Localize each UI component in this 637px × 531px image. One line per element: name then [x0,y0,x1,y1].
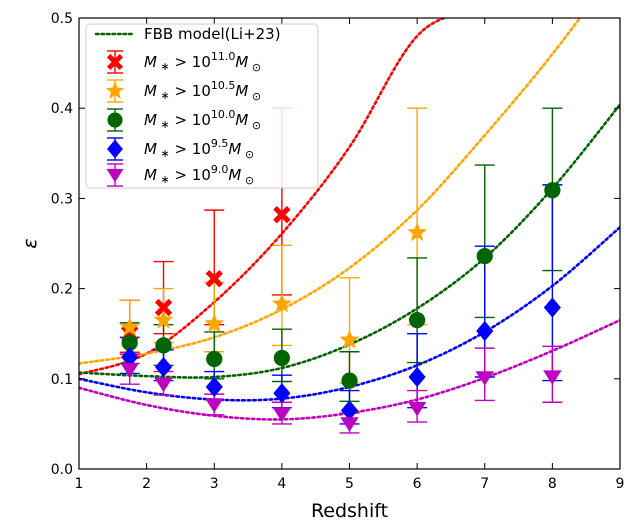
legend-marker [106,53,124,71]
model-curve-2 [79,103,620,379]
data-point [121,347,139,368]
y-tick-label: 0.2 [51,282,73,298]
data-point [121,334,138,351]
y-tick-label: 0.4 [51,101,73,117]
data-point [273,383,291,404]
x-tick-label: 3 [210,476,219,492]
data-point [271,293,292,313]
data-point [120,363,139,378]
data-point [153,309,174,329]
data-point [206,350,223,368]
x-tick-label: 2 [142,476,151,492]
legend-label: M ∗ > 1010.0M ⊙ [144,108,261,132]
model-curve-1 [79,18,582,365]
data-point [543,370,562,385]
legend-marker [107,112,123,128]
x-tick-label: 7 [480,476,489,492]
x-tick-label: 4 [277,476,286,492]
legend-label: M ∗ > 1010.5M ⊙ [144,79,261,103]
data-point [155,337,172,354]
data-point [407,222,428,242]
legend-label: M ∗ > 1011.0M ⊙ [144,50,261,74]
data-point [273,205,291,224]
data-point [339,329,360,349]
x-axis-label: Redshift [311,500,388,522]
data-markers [119,182,562,432]
legend-model-label: FBB model(Li+23) [144,25,281,43]
legend-box [85,23,319,189]
y-tick-label: 0.0 [51,462,73,478]
data-point [119,316,140,336]
data-point [154,298,173,317]
y-axis-label: ε [19,238,41,248]
data-point [340,417,359,432]
x-tick-label: 9 [616,476,625,492]
x-tick-label: 5 [345,476,354,492]
y-tick-label: 0.5 [51,11,73,27]
x-tick-label: 8 [548,476,557,492]
data-point [341,372,358,389]
legend-marker [106,168,124,183]
legend-label: M ∗ > 109.5M ⊙ [144,137,254,161]
data-point [205,269,223,288]
data-point [204,313,225,333]
legend-marker [105,81,125,99]
data-point [205,376,223,397]
data-point [409,312,426,329]
model-curve-0 [79,18,448,376]
data-point [205,398,224,413]
data-point [154,356,173,378]
data-point [476,248,493,265]
data-point [154,377,173,393]
data-point [475,371,494,386]
data-point [476,320,494,342]
y-tick-label: 0.3 [51,191,73,207]
y-tick-label: 0.1 [51,372,73,388]
x-tick-label: 1 [75,476,84,492]
data-point [544,182,561,199]
x-tick-label: 6 [413,476,422,492]
data-point [543,297,561,318]
data-point [340,400,359,421]
data-point [273,349,290,367]
data-point [272,407,292,422]
data-point [407,401,427,417]
data-point [408,366,426,388]
legend-marker [107,139,123,159]
legend-label: M ∗ > 109.0M ⊙ [144,163,254,187]
axis-ticks: 1 2 3 4 5 6 7 8 9 0.0 0.1 0.2 0.3 0.4 0.5 [51,11,625,492]
legend: FBB model(Li+23) M ∗ > 1011.0M ⊙ M ∗ > 101… [85,23,319,189]
